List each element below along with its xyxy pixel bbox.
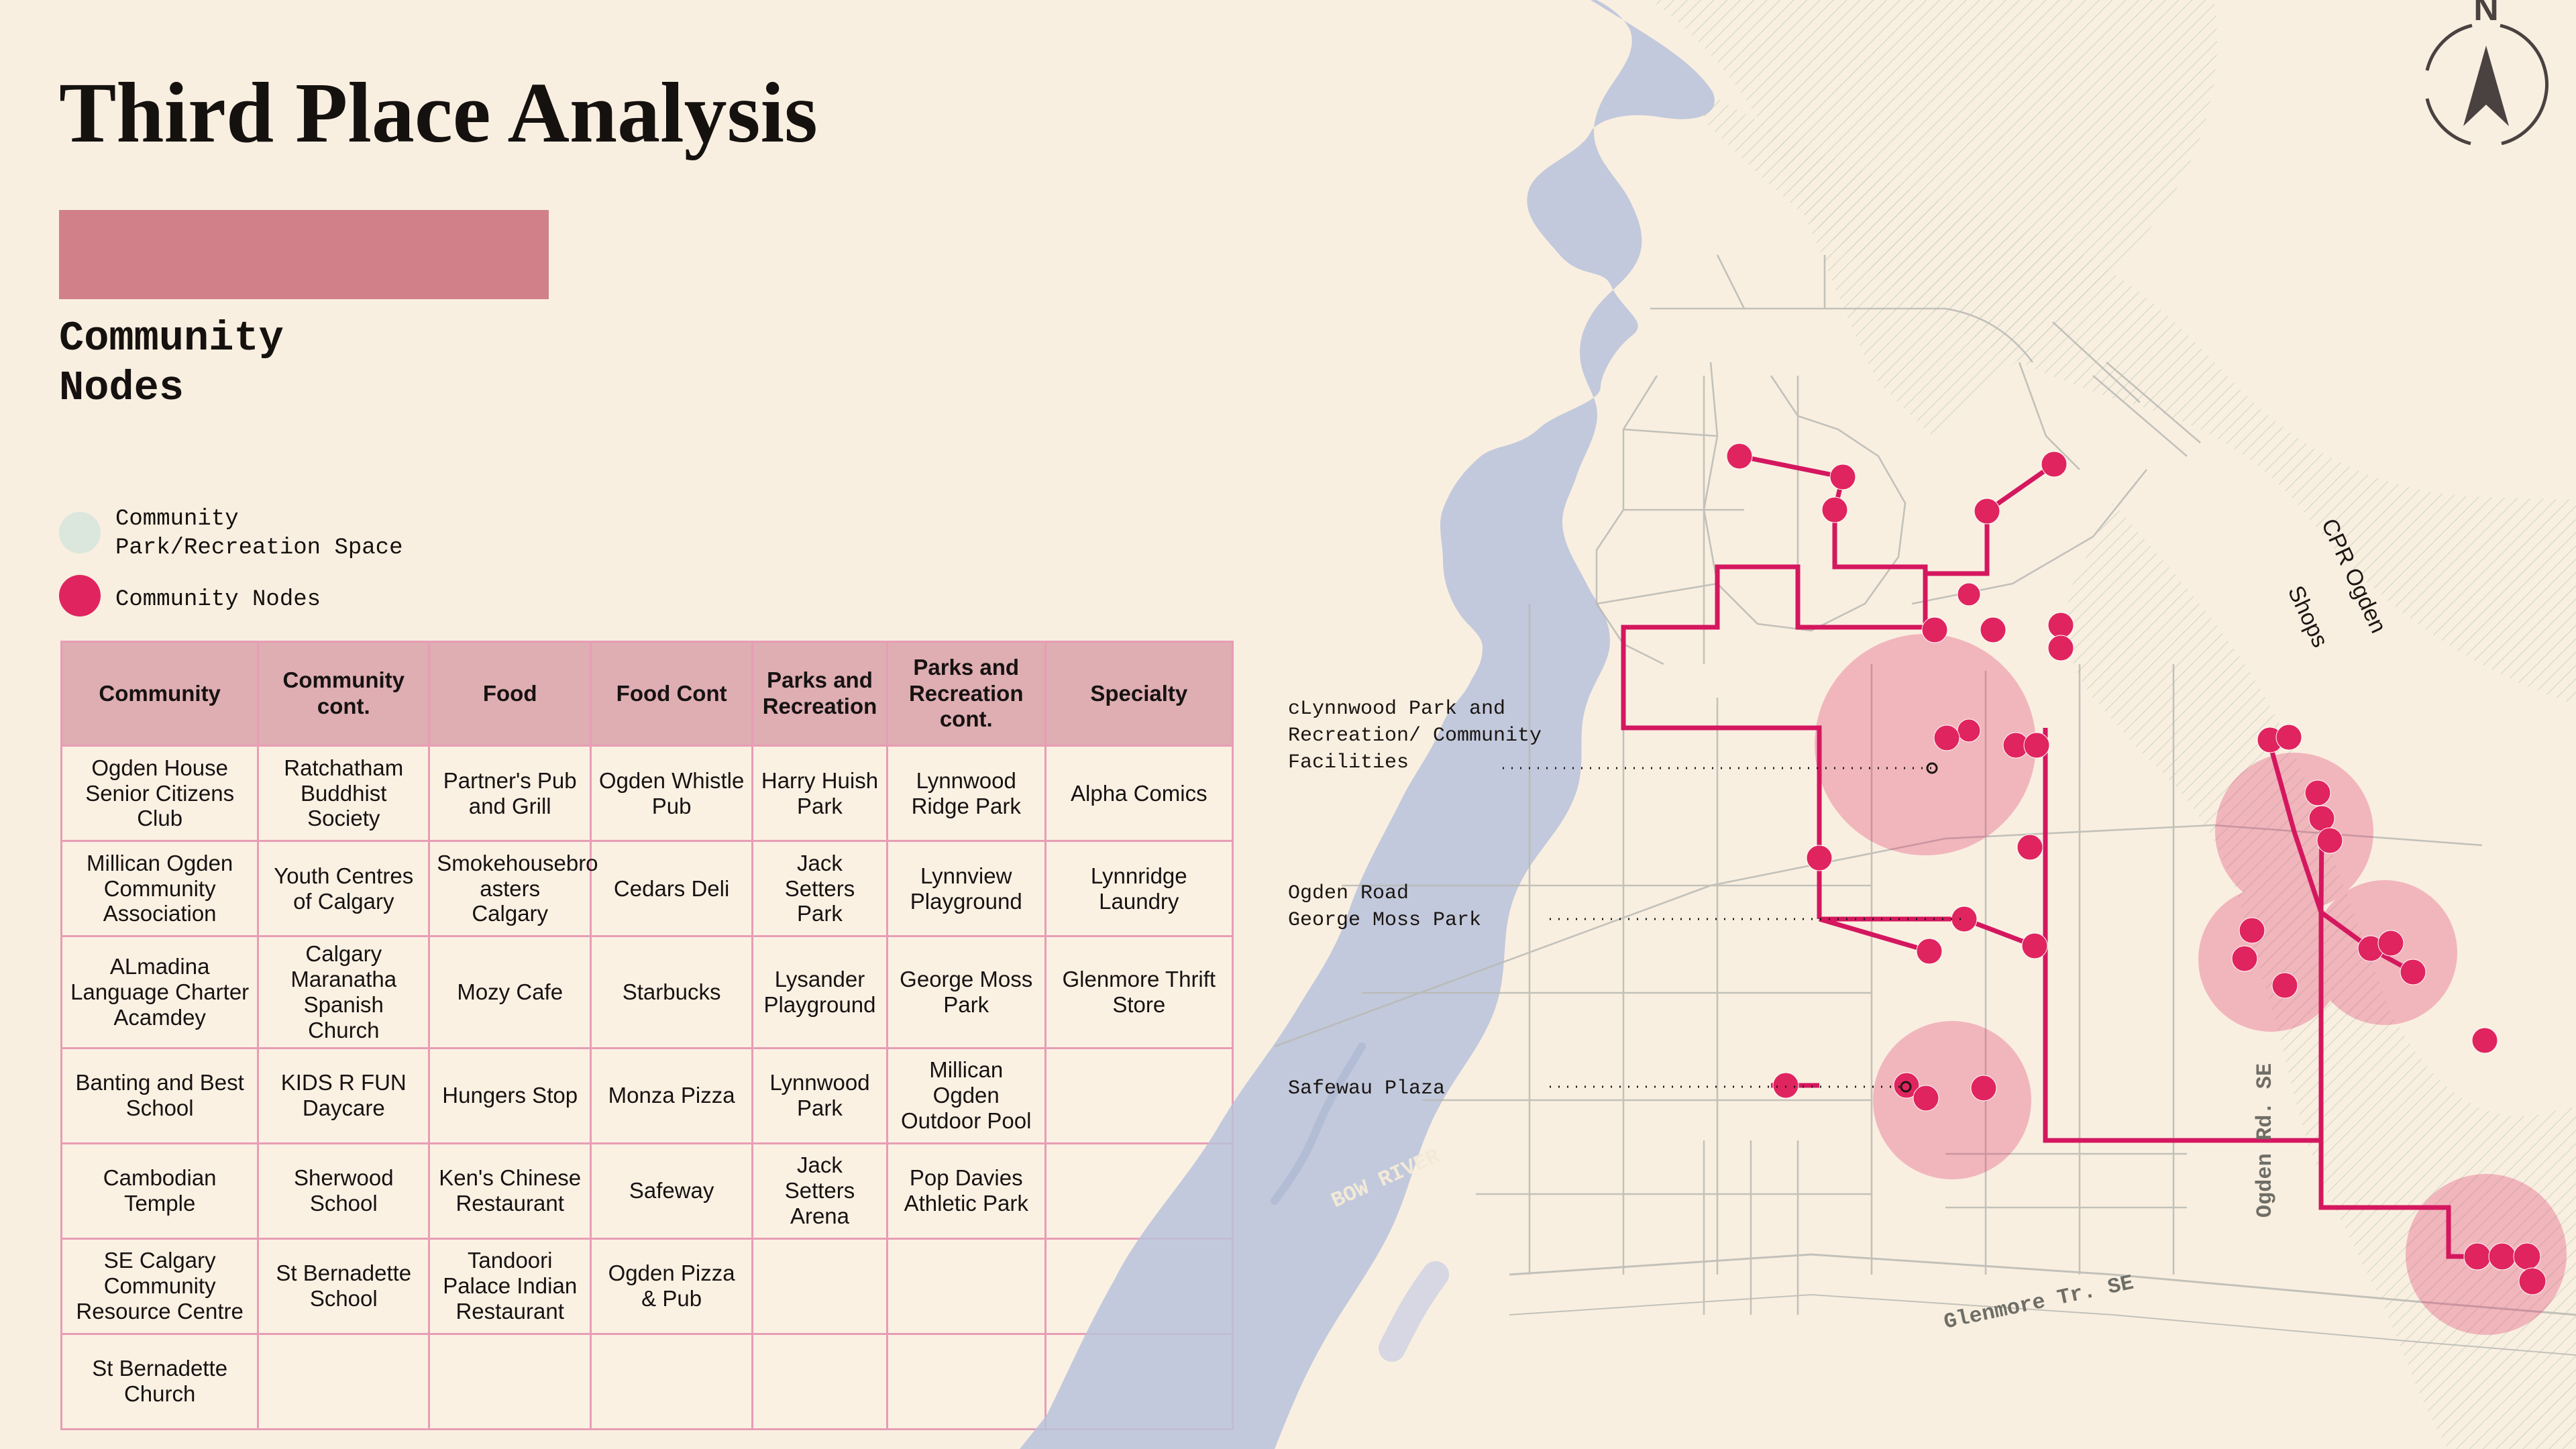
svg-text:Ogden Rd. SE: Ogden Rd. SE: [2253, 1063, 2277, 1218]
svg-text:Shops: Shops: [2283, 582, 2333, 651]
svg-text:Safewau Plaza: Safewau Plaza: [1288, 1077, 1445, 1100]
svg-text:Facilities: Facilities: [1288, 751, 1409, 774]
svg-text:George Moss Park: George Moss Park: [1288, 909, 1481, 932]
svg-text:Ogden Road: Ogden Road: [1288, 882, 1409, 905]
svg-text:Recreation/ Community: Recreation/ Community: [1288, 724, 1542, 747]
svg-text:N: N: [2473, 0, 2499, 28]
svg-text:Glenmore Tr. SE: Glenmore Tr. SE: [1941, 1271, 2135, 1335]
svg-text:cLynnwood Park and: cLynnwood Park and: [1288, 698, 1505, 720]
